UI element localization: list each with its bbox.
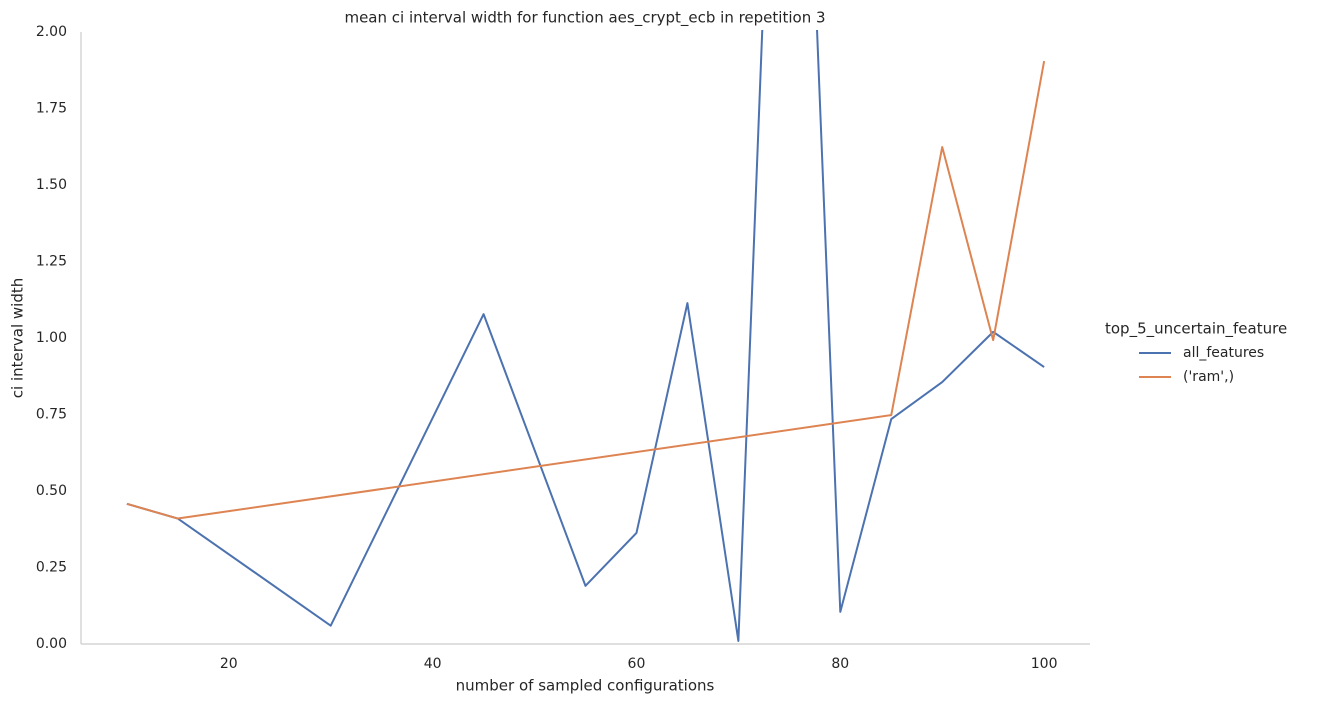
y-tick-label: 0.50 bbox=[36, 483, 67, 499]
y-tick-label: 1.25 bbox=[36, 254, 67, 270]
plot-area bbox=[126, 30, 1046, 642]
y-tick-label: 0.00 bbox=[36, 636, 67, 652]
y-tick-label: 1.50 bbox=[36, 177, 67, 193]
y-tick-label: 0.25 bbox=[36, 560, 67, 576]
x-axis-label: number of sampled configurations bbox=[456, 677, 715, 695]
x-tick-label: 40 bbox=[424, 656, 442, 672]
x-tick-label: 60 bbox=[628, 656, 646, 672]
legend-title: top_5_uncertain_feature bbox=[1105, 320, 1287, 339]
series-line bbox=[126, 60, 1046, 520]
y-tick-label: 2.00 bbox=[36, 24, 67, 40]
y-tick-label: 1.75 bbox=[36, 101, 67, 117]
chart-title: mean ci interval width for function aes_… bbox=[344, 9, 825, 28]
legend-label: all_features bbox=[1183, 345, 1264, 361]
legend-label: ('ram',) bbox=[1183, 369, 1234, 385]
x-tick-label: 80 bbox=[831, 656, 849, 672]
y-tick-label: 0.75 bbox=[36, 407, 67, 423]
x-tick-label: 100 bbox=[1031, 656, 1058, 672]
x-tick-label: 20 bbox=[220, 656, 238, 672]
y-tick-label: 1.00 bbox=[36, 330, 67, 346]
series-line bbox=[126, 30, 1045, 642]
y-axis-label: ci interval width bbox=[9, 278, 27, 398]
